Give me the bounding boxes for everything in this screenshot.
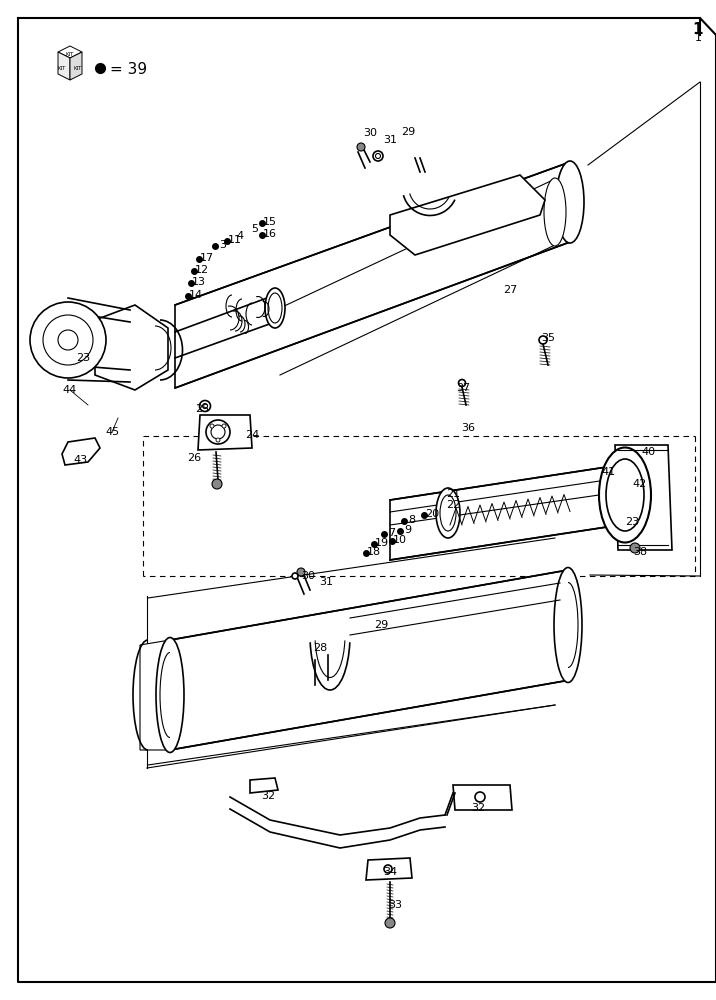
Text: 34: 34 [383,867,397,877]
Circle shape [630,543,640,553]
Polygon shape [615,445,672,550]
Polygon shape [170,570,570,750]
Circle shape [30,302,106,378]
Polygon shape [70,52,82,80]
Polygon shape [390,175,545,255]
Text: KIT: KIT [66,51,74,56]
Circle shape [222,424,226,428]
Circle shape [200,400,211,412]
Text: 16: 16 [263,229,277,239]
Text: KIT: KIT [58,66,66,70]
Ellipse shape [156,638,184,752]
Text: 10: 10 [393,535,407,545]
Text: 35: 35 [541,333,555,343]
Text: 30: 30 [363,128,377,138]
Polygon shape [58,52,70,80]
Polygon shape [95,305,168,390]
Ellipse shape [606,459,644,531]
Ellipse shape [265,288,285,328]
Text: 15: 15 [263,217,277,227]
Text: 9: 9 [405,525,412,535]
Circle shape [375,153,380,158]
Polygon shape [250,778,278,793]
Text: 33: 33 [388,900,402,910]
Polygon shape [175,162,570,388]
Text: 44: 44 [63,385,77,395]
Ellipse shape [556,161,584,243]
Text: 21: 21 [446,489,460,499]
Circle shape [216,438,220,442]
Circle shape [373,151,383,161]
Text: 5: 5 [251,224,258,234]
Text: 18: 18 [367,547,381,557]
Text: 23: 23 [76,353,90,363]
Ellipse shape [599,448,651,542]
Text: 29: 29 [401,127,415,137]
Polygon shape [453,785,512,810]
Circle shape [458,379,465,386]
Polygon shape [58,46,82,58]
Text: 45: 45 [106,427,120,437]
Text: 8: 8 [408,515,415,525]
Text: 1: 1 [693,22,703,37]
Text: 38: 38 [633,547,647,557]
Ellipse shape [440,495,456,531]
Text: 7: 7 [389,528,395,538]
Text: 24: 24 [245,430,259,440]
Text: 40: 40 [641,447,655,457]
Circle shape [58,330,78,350]
Circle shape [203,403,208,408]
Circle shape [384,865,392,873]
Text: 13: 13 [192,277,206,287]
Circle shape [210,424,214,428]
Text: 32: 32 [261,791,275,801]
Ellipse shape [268,293,282,323]
Circle shape [292,573,298,579]
Text: 37: 37 [456,383,470,393]
Text: 11: 11 [228,235,242,245]
Text: 32: 32 [471,803,485,813]
Text: 20: 20 [425,509,439,519]
Circle shape [357,143,365,151]
Polygon shape [198,415,252,450]
Text: 42: 42 [633,479,647,489]
Text: 23: 23 [625,517,639,527]
Text: 22: 22 [446,500,460,510]
Text: 19: 19 [375,538,389,548]
Text: 43: 43 [73,455,87,465]
Text: 41: 41 [601,467,615,477]
Text: 29: 29 [374,620,388,630]
Circle shape [212,479,222,489]
Polygon shape [140,640,170,750]
Text: 28: 28 [313,643,327,653]
Circle shape [539,336,547,344]
Text: 27: 27 [503,285,517,295]
Polygon shape [366,858,412,880]
Ellipse shape [436,488,460,538]
Circle shape [43,315,93,365]
Circle shape [385,918,395,928]
Text: KIT: KIT [74,66,82,70]
Text: 31: 31 [383,135,397,145]
Text: 25: 25 [195,404,209,414]
Ellipse shape [544,178,566,246]
Ellipse shape [554,568,582,682]
Circle shape [211,425,225,439]
Text: 30: 30 [301,571,315,581]
Circle shape [297,568,305,576]
Text: 3: 3 [220,240,226,250]
Text: 31: 31 [319,577,333,587]
Polygon shape [62,438,100,465]
Text: 4: 4 [236,231,243,241]
Text: 26: 26 [187,453,201,463]
Text: 17: 17 [200,253,214,263]
Text: 14: 14 [189,290,203,300]
Polygon shape [390,465,620,560]
Text: 12: 12 [195,265,209,275]
Circle shape [475,792,485,802]
Text: 36: 36 [461,423,475,433]
Text: 1: 1 [695,33,702,43]
Text: = 39: = 39 [110,62,147,77]
Circle shape [206,420,230,444]
